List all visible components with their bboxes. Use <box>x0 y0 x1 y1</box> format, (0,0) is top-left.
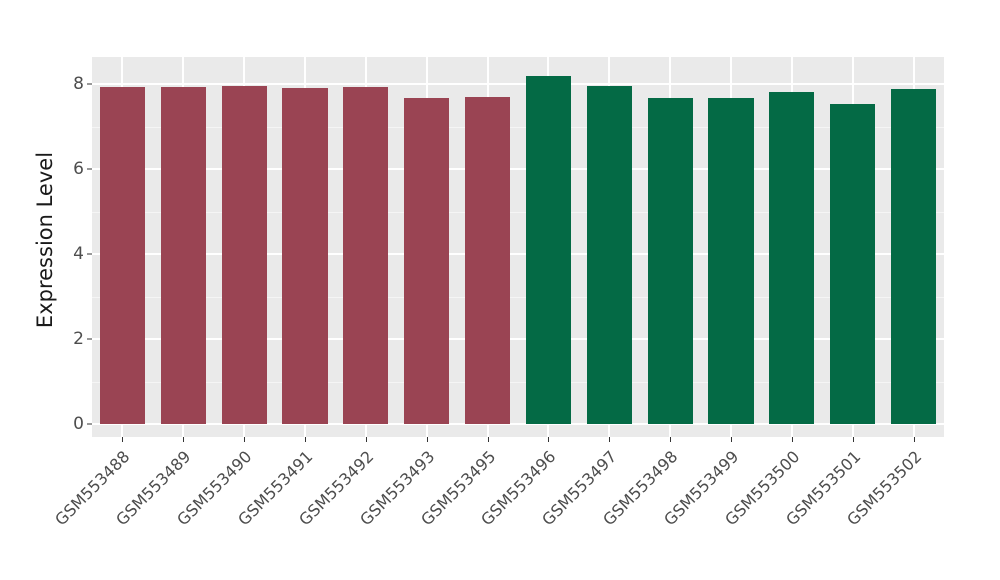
bar[interactable] <box>282 88 328 424</box>
gridline-minor <box>92 126 944 128</box>
gridline-minor <box>92 211 944 213</box>
gridline-major <box>92 338 944 340</box>
bar[interactable] <box>830 103 876 424</box>
x-tick-mark <box>731 437 732 442</box>
plot-panel <box>92 57 944 437</box>
x-tick-mark <box>791 437 793 442</box>
x-axis-ticks <box>92 437 944 443</box>
y-tick-mark <box>87 168 92 170</box>
bar[interactable] <box>647 97 693 424</box>
bar[interactable] <box>891 88 937 424</box>
x-tick-mark <box>609 437 611 442</box>
x-axis-labels: GSM553488 GSM553489 GSM553490 GSM553491 GSM5… <box>52 443 944 573</box>
bar[interactable] <box>343 86 389 424</box>
bar[interactable] <box>708 98 754 424</box>
y-tick-label: 8 <box>73 74 84 94</box>
x-tick-mark <box>122 437 124 442</box>
y-tick-mark <box>87 338 92 340</box>
gridline-major <box>92 83 944 85</box>
x-tick-mark <box>670 437 672 442</box>
x-tick-mark <box>426 437 428 442</box>
bar[interactable] <box>221 86 267 424</box>
y-tick-mark <box>87 423 92 425</box>
x-tick-mark <box>305 437 306 442</box>
y-tick-label: 2 <box>73 329 84 349</box>
y-tick-mark <box>87 253 92 255</box>
x-tick-mark <box>487 437 489 442</box>
x-tick-mark <box>548 437 550 442</box>
gridline-major <box>92 423 944 425</box>
x-tick-mark <box>183 437 185 442</box>
x-tick-mark <box>365 437 367 442</box>
gridline-minor <box>92 381 944 383</box>
gridline-major <box>92 168 944 170</box>
bar[interactable] <box>769 92 815 424</box>
bar[interactable] <box>465 96 511 424</box>
y-tick-mark <box>87 83 92 85</box>
x-tick-mark <box>852 437 854 442</box>
x-tick-mark <box>913 437 915 442</box>
y-tick-label: 6 <box>73 159 84 179</box>
bar[interactable] <box>99 86 145 424</box>
bar[interactable] <box>160 86 206 424</box>
y-axis: 0 2 4 6 8 <box>52 0 92 580</box>
bar[interactable] <box>586 85 632 424</box>
x-tick-mark <box>244 437 246 442</box>
bar[interactable] <box>525 76 571 424</box>
gridline-minor <box>92 296 944 298</box>
y-tick-label: 0 <box>73 414 84 434</box>
gridline-major <box>92 253 944 255</box>
y-tick-label: 4 <box>73 244 84 264</box>
bar[interactable] <box>404 97 450 424</box>
